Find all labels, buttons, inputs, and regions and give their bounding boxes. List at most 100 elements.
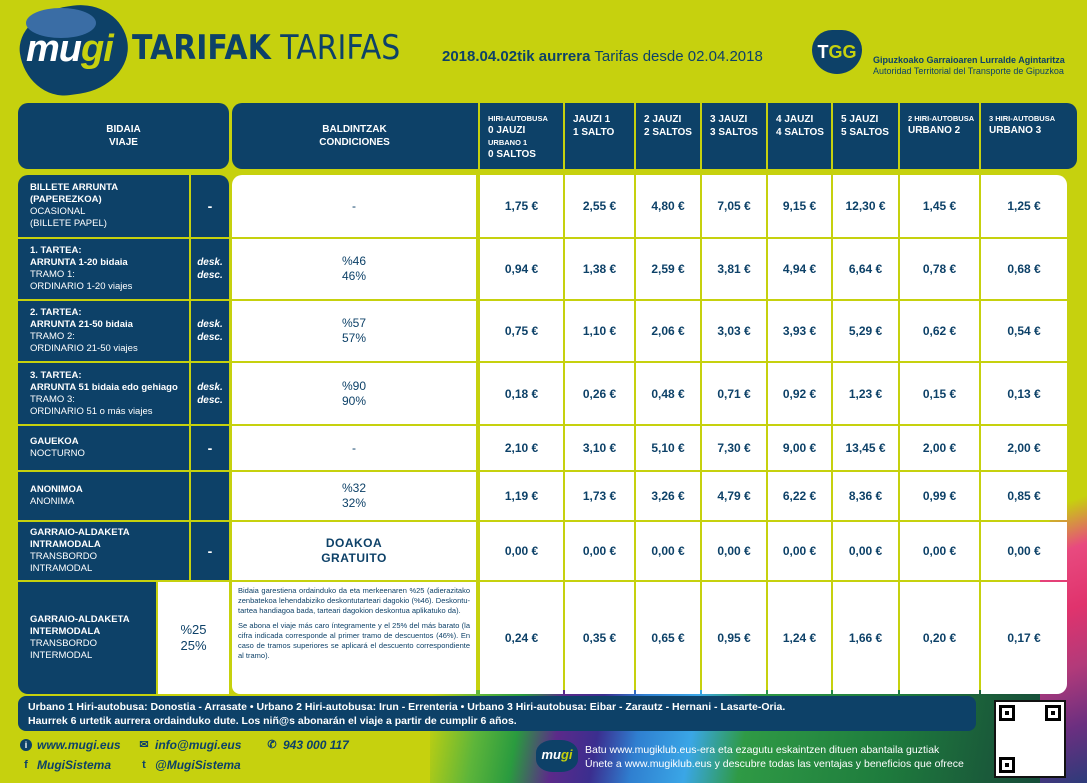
discount-label: - [189, 522, 229, 580]
price-cell: 0,92 € [768, 363, 831, 424]
column-header-text: 5 SALTOS [841, 127, 889, 138]
row-label-line: TRAMO 3: [30, 393, 75, 405]
row-label: BILLETE ARRUNTA (PAPEREZKOA) OCASIONAL (BIL… [18, 175, 189, 237]
price-cell: 2,00 € [981, 426, 1067, 470]
discount-label: - [189, 426, 229, 470]
column-header-1: JAUZI 1 1 SALTO [563, 103, 634, 169]
price-cell: 0,26 € [565, 363, 634, 424]
price-cell: 1,38 € [565, 239, 634, 299]
price-cell: 2,00 € [900, 426, 979, 470]
row-label: 1. TARTEA: ARRUNTA 1-20 bidaia TRAMO 1: ORD… [18, 239, 189, 299]
qr-code[interactable] [994, 700, 1066, 778]
condition-cell: %46 46% [232, 239, 476, 299]
price-cell: 0,00 € [480, 522, 563, 580]
website-link[interactable]: i www.mugi.eus [20, 738, 121, 752]
row-label: ANONIMOA ANONIMA [18, 472, 189, 520]
email-link[interactable]: ✉ info@mugi.eus [139, 738, 242, 752]
row-label-line: NOCTURNO [30, 448, 85, 459]
row-label-line: 3. TARTEA: [30, 369, 82, 381]
price-cell: 1,10 € [565, 301, 634, 361]
discount-label-text: desk. [197, 319, 223, 330]
price-cell: 2,59 € [636, 239, 700, 299]
price-cell: 7,30 € [702, 426, 766, 470]
mugi-logo-highlight [26, 8, 96, 38]
condition-paragraph: Se abona el viaje más caro íntegramente … [238, 621, 470, 660]
price-cell: 9,00 € [768, 426, 831, 470]
price-cell: 0,00 € [565, 522, 634, 580]
column-header-3: 3 JAUZI 3 SALTOS [700, 103, 766, 169]
discount-label-text: desc. [197, 270, 223, 281]
discount-label: desk. desc. [189, 239, 229, 299]
discount-label: - [189, 175, 229, 237]
price-cell: 0,94 € [480, 239, 563, 299]
condition-text: 32% [341, 496, 367, 510]
condition-text: DOAKOA [325, 536, 383, 550]
header-condiciones: BALDINTZAK CONDICIONES [319, 124, 390, 148]
row-label-line: 1. TARTEA: [30, 245, 82, 256]
condition-text: 57% [341, 331, 367, 345]
price-cell: 5,29 € [833, 301, 898, 361]
condition-cell: - [232, 426, 476, 470]
row-label-line: INTRAMODALA [30, 539, 101, 550]
effective-date: 2018.04.02tik aurrera Tarifas desde 02.0… [442, 48, 763, 65]
column-header-text: URBANO 3 [989, 125, 1042, 136]
column-header-6: 2 HIRI-AUTOBUSA URBANO 2 [898, 103, 979, 169]
price-cell: 8,36 € [833, 472, 898, 520]
condition-text: %32 [341, 481, 367, 495]
price-cell: 1,25 € [981, 175, 1067, 237]
column-header-text: URBANO 2 [908, 125, 961, 136]
column-header-text: 0 JAUZI [488, 125, 526, 136]
price-cell: 1,75 € [480, 175, 563, 237]
row-label: GARRAIO-ALDAKETA INTRAMODALA TRANSBORDO INT… [18, 522, 189, 580]
row-label-line: (PAPEREZKOA) [30, 194, 102, 205]
price-cell: 1,45 € [900, 175, 979, 237]
column-header-text: 0 SALTOS [488, 149, 536, 160]
price-cell: 0,99 € [900, 472, 979, 520]
price-cell: 1,24 € [768, 582, 831, 694]
row-label-line: GARRAIO-ALDAKETA [30, 527, 130, 538]
condition-text: 90% [341, 393, 367, 408]
facebook-link[interactable]: f MugiSistema [20, 758, 111, 772]
row-label-line: ORDINARIO 51 o más viajes [30, 405, 153, 417]
price-cell: 0,85 € [981, 472, 1067, 520]
note-children: Haurrek 6 urtetik aurrera ordainduko dut… [28, 715, 517, 727]
phone-icon: ✆ [267, 739, 277, 751]
phone-link[interactable]: ✆ 943 000 117 [267, 738, 349, 752]
price-cell: 0,71 € [702, 363, 766, 424]
mugiklub-promo[interactable]: Batu www.mugiklub.eus-era eta ezagutu es… [585, 744, 964, 770]
price-cell: 0,00 € [636, 522, 700, 580]
column-header-text: 1 SALTO [573, 127, 615, 138]
price-cell: 0,95 € [702, 582, 766, 694]
row-label-line: GARRAIO-ALDAKETA [30, 614, 130, 625]
discount-label-text: desk. [197, 257, 223, 268]
condition-cell: %57 57% [232, 301, 476, 361]
twitter-link[interactable]: t @MugiSistema [138, 758, 241, 772]
condition-text: - [352, 198, 356, 213]
discount-label-text: - [207, 439, 213, 456]
mugiklub-logo: mugi [536, 740, 578, 772]
row-label-line: ARRUNTA 21-50 bidaia [30, 319, 133, 330]
price-cell: 7,05 € [702, 175, 766, 237]
condition-text: %90 [341, 378, 367, 393]
price-cell: 1,19 € [480, 472, 563, 520]
discount-label: desk. desc. [189, 301, 229, 361]
row-label: GAUEKOA NOCTURNO [18, 426, 189, 470]
price-cell: 0,35 € [565, 582, 634, 694]
discount-percent: 25% [180, 638, 207, 653]
row-label-line: TRANSBORDO [30, 638, 98, 649]
price-cell: 12,30 € [833, 175, 898, 237]
price-cell: 0,15 € [900, 363, 979, 424]
condition-text: %46 [341, 254, 367, 268]
column-header-5: 5 JAUZI 5 SALTOS [831, 103, 898, 169]
price-cell: 0,00 € [768, 522, 831, 580]
price-cell: 3,10 € [565, 426, 634, 470]
column-header-text: 3 JAUZI [710, 114, 748, 125]
price-cell: 0,20 € [900, 582, 979, 694]
column-header-text: 2 SALTOS [644, 127, 692, 138]
discount-label [189, 472, 229, 520]
price-cell: 0,65 € [636, 582, 700, 694]
row-label-line: ANONIMA [30, 496, 75, 507]
price-cell: 0,18 € [480, 363, 563, 424]
discount-label: desk. desc. [189, 363, 229, 424]
discount-label-text: desk. [197, 381, 223, 393]
